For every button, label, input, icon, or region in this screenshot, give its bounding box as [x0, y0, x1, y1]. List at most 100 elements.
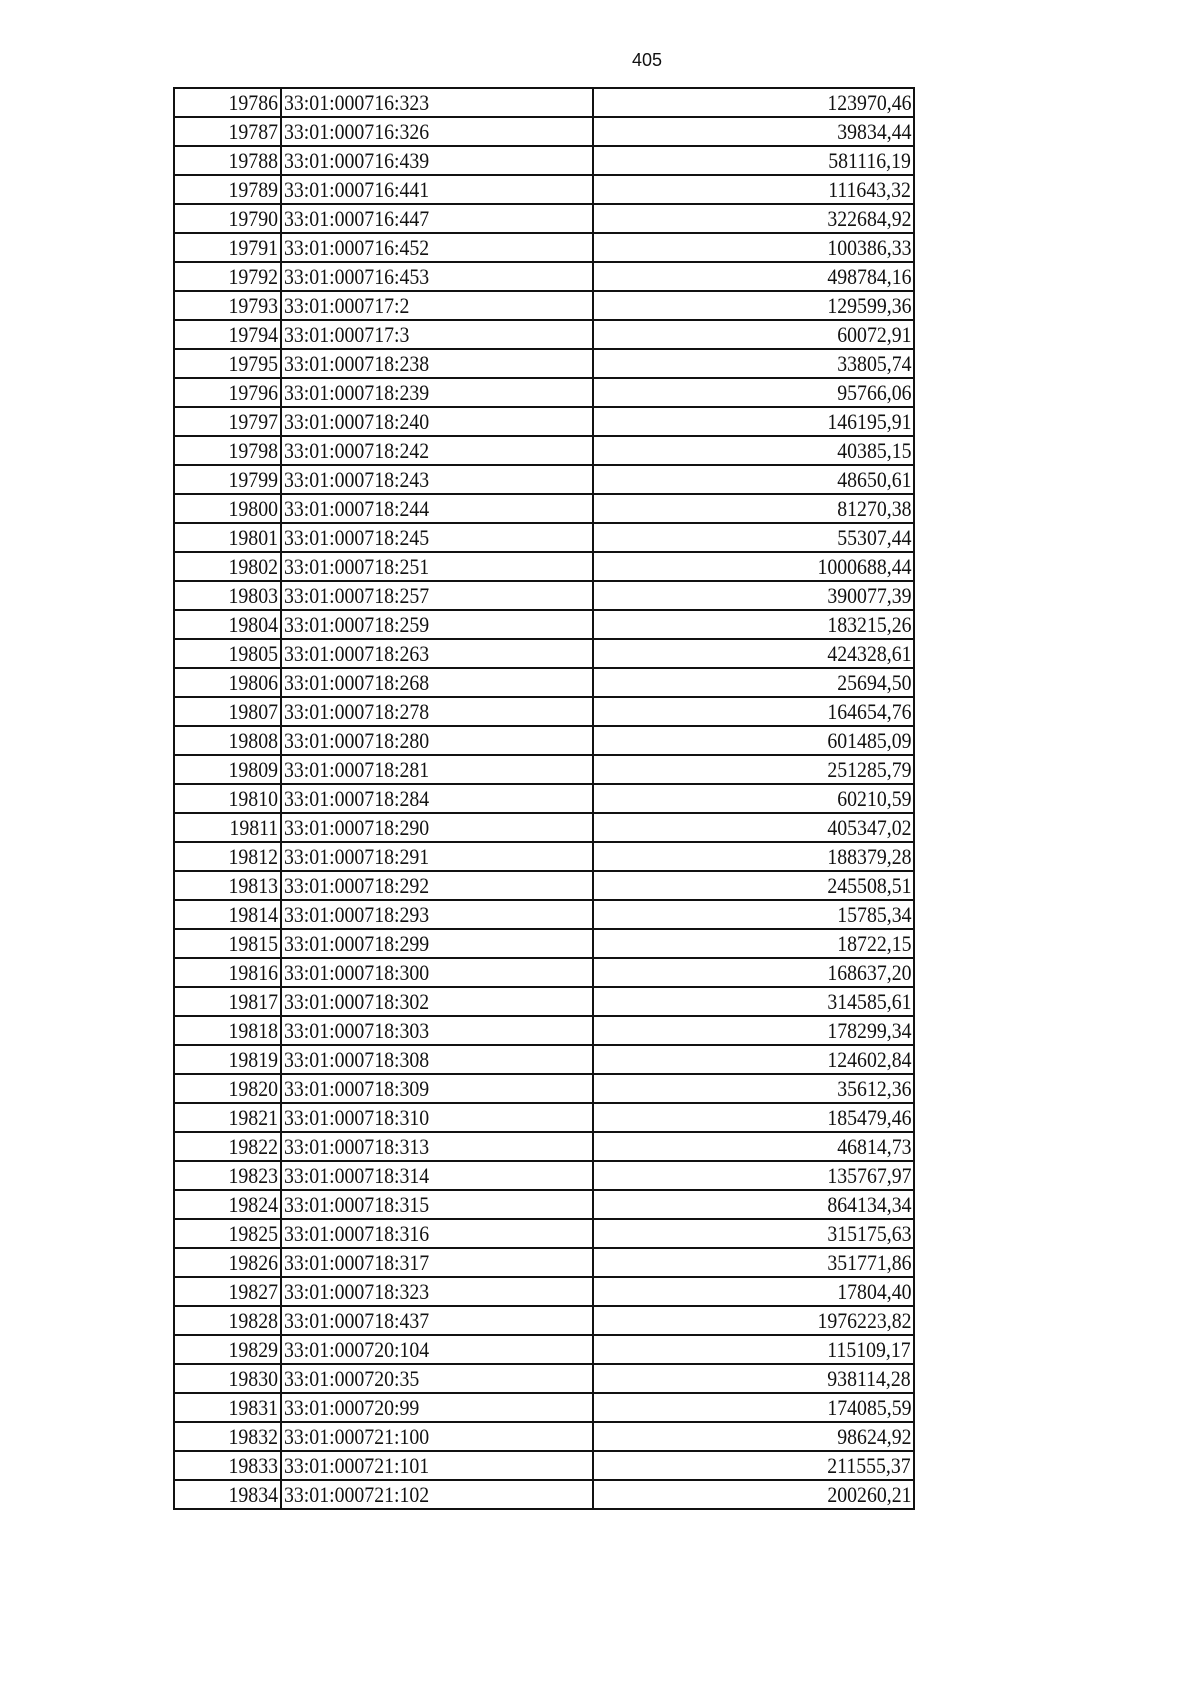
cadastral-number-cell: 33:01:000721:100	[280, 1421, 594, 1452]
row-number-cell-text: 19819	[228, 1047, 279, 1072]
table-row: 19832 33:01:000721:100 98624,92	[173, 1421, 915, 1452]
table-row: 19820 33:01:000718:309 35612,36	[173, 1073, 915, 1104]
cadastral-number-cell-text: 33:01:000716:439	[284, 148, 430, 173]
cadastral-number-cell: 33:01:000718:310	[280, 1102, 594, 1133]
row-number-cell-text: 19813	[228, 873, 279, 898]
row-number-cell: 19824	[173, 1189, 282, 1220]
row-number-cell-text: 19814	[228, 902, 279, 927]
value-cell-text: 245508,51	[826, 873, 911, 898]
cadastral-number-cell: 33:01:000716:441	[280, 174, 594, 205]
value-cell-text: 111643,32	[828, 177, 911, 202]
cadastral-number-cell: 33:01:000718:299	[280, 928, 594, 959]
table-row: 19810 33:01:000718:284 60210,59	[173, 783, 915, 814]
value-cell-text: 405347,02	[826, 815, 911, 840]
cadastral-number-cell: 33:01:000718:303	[280, 1015, 594, 1046]
value-cell-text: 185479,46	[826, 1105, 911, 1130]
table-row: 19804 33:01:000718:259 183215,26	[173, 609, 915, 640]
table-row: 19809 33:01:000718:281 251285,79	[173, 754, 915, 785]
table-row: 19821 33:01:000718:310 185479,46	[173, 1102, 915, 1133]
cadastral-number-cell: 33:01:000718:284	[280, 783, 594, 814]
cadastral-number-cell-text: 33:01:000718:316	[284, 1221, 430, 1246]
table-row: 19824 33:01:000718:315 864134,34	[173, 1189, 915, 1220]
value-cell: 146195,91	[592, 406, 915, 437]
value-cell-text: 251285,79	[826, 757, 911, 782]
row-number-cell: 19832	[173, 1421, 282, 1452]
value-cell: 15785,34	[592, 899, 915, 930]
row-number-cell-text: 19786	[228, 90, 279, 115]
value-cell-text: 211555,37	[827, 1453, 911, 1478]
row-number-cell: 19834	[173, 1479, 282, 1510]
value-cell: 98624,92	[592, 1421, 915, 1452]
row-number-cell: 19797	[173, 406, 282, 437]
value-cell: 178299,34	[592, 1015, 915, 1046]
cadastral-number-cell: 33:01:000718:257	[280, 580, 594, 611]
cadastral-number-cell-text: 33:01:000718:280	[284, 728, 430, 753]
cadastral-number-cell-text: 33:01:000718:315	[284, 1192, 430, 1217]
table-row: 19813 33:01:000718:292 245508,51	[173, 870, 915, 901]
value-cell-text: 55307,44	[836, 525, 911, 550]
row-number-cell: 19801	[173, 522, 282, 553]
cadastral-number-cell: 33:01:000718:314	[280, 1160, 594, 1191]
value-cell: 115109,17	[592, 1334, 915, 1365]
cadastral-number-cell: 33:01:000718:259	[280, 609, 594, 640]
cadastral-number-cell: 33:01:000716:452	[280, 232, 594, 263]
row-number-cell-text: 19830	[228, 1366, 279, 1391]
cadastral-number-cell-text: 33:01:000716:323	[284, 90, 430, 115]
table-row: 19812 33:01:000718:291 188379,28	[173, 841, 915, 872]
table-row: 19808 33:01:000718:280 601485,09	[173, 725, 915, 756]
table-row: 19819 33:01:000718:308 124602,84	[173, 1044, 915, 1075]
cadastral-number-cell-text: 33:01:000718:292	[284, 873, 430, 898]
cadastral-number-cell: 33:01:000720:104	[280, 1334, 594, 1365]
row-number-cell: 19816	[173, 957, 282, 988]
value-cell-text: 938114,28	[827, 1366, 911, 1391]
row-number-cell-text: 19827	[228, 1279, 279, 1304]
value-cell-text: 322684,92	[826, 206, 911, 231]
cadastral-number-cell-text: 33:01:000718:313	[284, 1134, 430, 1159]
row-number-cell: 19792	[173, 261, 282, 292]
value-cell: 864134,34	[592, 1189, 915, 1220]
row-number-cell: 19830	[173, 1363, 282, 1394]
value-cell-text: 601485,09	[826, 728, 911, 753]
table-row: 19798 33:01:000718:242 40385,15	[173, 435, 915, 466]
value-cell: 200260,21	[592, 1479, 915, 1510]
value-cell-text: 129599,36	[826, 293, 911, 318]
table-row: 19827 33:01:000718:323 17804,40	[173, 1276, 915, 1307]
cadastral-number-cell-text: 33:01:000718:299	[284, 931, 430, 956]
cadastral-number-cell-text: 33:01:000718:268	[284, 670, 430, 695]
cadastral-number-cell: 33:01:000721:101	[280, 1450, 594, 1481]
row-number-cell: 19813	[173, 870, 282, 901]
cadastral-number-cell-text: 33:01:000718:239	[284, 380, 430, 405]
table-row: 19805 33:01:000718:263 424328,61	[173, 638, 915, 669]
value-cell-text: 1976223,82	[816, 1308, 911, 1333]
value-cell-text: 98624,92	[836, 1424, 911, 1449]
cadastral-number-cell-text: 33:01:000718:284	[284, 786, 430, 811]
table-row: 19787 33:01:000716:326 39834,44	[173, 116, 915, 147]
cadastral-number-cell-text: 33:01:000718:308	[284, 1047, 430, 1072]
cadastral-value-table: 19786 33:01:000716:323 123970,46 19787 33:01…	[173, 87, 915, 1510]
table-row: 19790 33:01:000716:447 322684,92	[173, 203, 915, 234]
value-cell-text: 314585,61	[826, 989, 911, 1014]
cadastral-number-cell: 33:01:000718:281	[280, 754, 594, 785]
table-row: 19793 33:01:000717:2 129599,36	[173, 290, 915, 321]
row-number-cell: 19786	[173, 87, 282, 118]
row-number-cell: 19817	[173, 986, 282, 1017]
row-number-cell-text: 19828	[228, 1308, 279, 1333]
table-row: 19818 33:01:000718:303 178299,34	[173, 1015, 915, 1046]
table-row: 19830 33:01:000720:35 938114,28	[173, 1363, 915, 1394]
row-number-cell-text: 19790	[228, 206, 279, 231]
row-number-cell: 19825	[173, 1218, 282, 1249]
row-number-cell-text: 19788	[228, 148, 279, 173]
row-number-cell-text: 19833	[228, 1453, 279, 1478]
row-number-cell-text: 19799	[228, 467, 279, 492]
table-row: 19786 33:01:000716:323 123970,46	[173, 87, 915, 118]
table-row: 19825 33:01:000718:316 315175,63	[173, 1218, 915, 1249]
row-number-cell-text: 19794	[228, 322, 279, 347]
value-cell: 100386,33	[592, 232, 915, 263]
value-cell: 245508,51	[592, 870, 915, 901]
row-number-cell: 19828	[173, 1305, 282, 1336]
value-cell: 111643,32	[592, 174, 915, 205]
row-number-cell-text: 19797	[228, 409, 279, 434]
value-cell: 498784,16	[592, 261, 915, 292]
value-cell-text: 581116,19	[828, 148, 911, 173]
row-number-cell: 19809	[173, 754, 282, 785]
